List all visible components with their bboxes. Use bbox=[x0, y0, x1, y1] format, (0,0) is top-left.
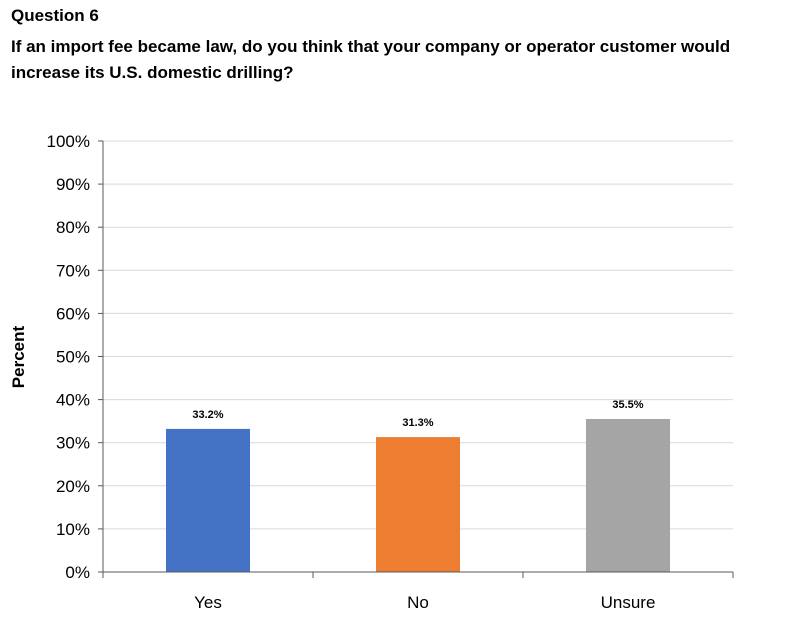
data-labels: 33.2% 31.3% 35.5% bbox=[192, 399, 643, 429]
data-label: 35.5% bbox=[612, 399, 643, 411]
y-tick-label: 50% bbox=[56, 348, 90, 367]
bar-yes bbox=[166, 428, 250, 572]
bar-unsure bbox=[586, 418, 670, 572]
y-tick-label: 100% bbox=[47, 132, 90, 151]
y-tick-label: 30% bbox=[56, 434, 90, 453]
data-label: 31.3% bbox=[402, 417, 433, 429]
question-label: Question 6 bbox=[11, 6, 99, 25]
y-tick-label: 80% bbox=[56, 218, 90, 237]
data-label: 33.2% bbox=[192, 409, 223, 421]
y-tick-label: 90% bbox=[56, 175, 90, 194]
y-tick-label: 20% bbox=[56, 477, 90, 496]
y-axis-ticks: 0% 10% 20% 30% 40% 50% 60% 70% 80% 90% 100% bbox=[47, 132, 103, 582]
question-text: If an import fee became law, do you thin… bbox=[11, 37, 731, 82]
x-axis-labels: Yes No Unsure bbox=[194, 593, 655, 612]
y-tick-label: 40% bbox=[56, 391, 90, 410]
y-tick-label: 60% bbox=[56, 304, 90, 323]
bars bbox=[166, 418, 670, 572]
x-category-label: Yes bbox=[194, 593, 222, 612]
bar-no bbox=[376, 437, 460, 572]
y-axis-title: Percent bbox=[9, 325, 28, 388]
x-category-label: No bbox=[407, 593, 429, 612]
y-tick-label: 10% bbox=[56, 520, 90, 539]
y-tick-label: 0% bbox=[65, 563, 90, 582]
x-axis-ticks bbox=[102, 572, 734, 578]
y-tick-label: 70% bbox=[56, 261, 90, 280]
x-category-label: Unsure bbox=[601, 593, 656, 612]
